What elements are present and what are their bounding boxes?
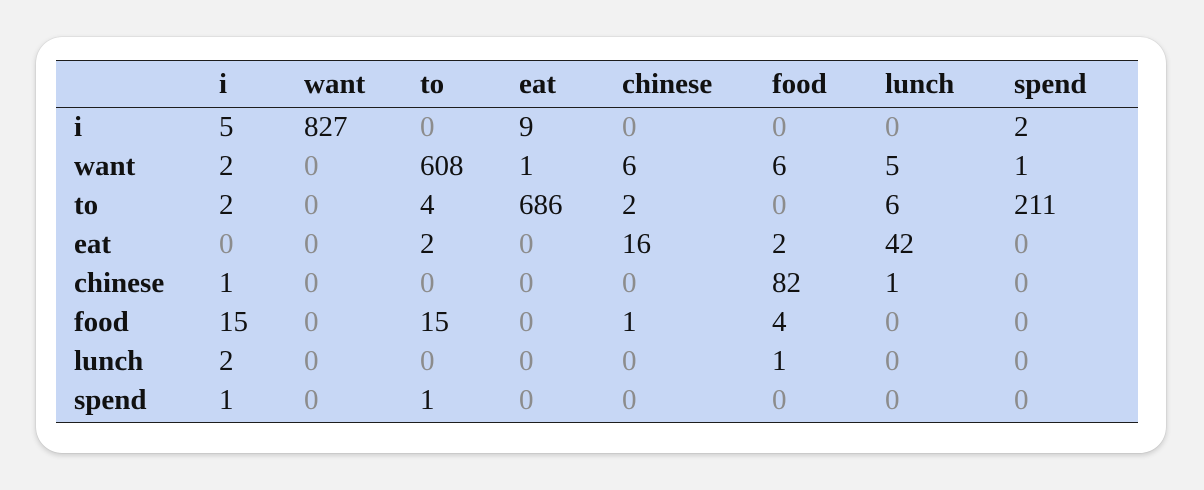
bigram-count-table: i want to eat chinese food lunch spend i… <box>56 61 1138 420</box>
count-cell: 0 <box>519 384 534 416</box>
count-cell: 2 <box>622 189 637 221</box>
count-cell: 0 <box>772 189 787 221</box>
column-header: eat <box>519 61 622 108</box>
count-cell: 9 <box>519 111 534 143</box>
count-cell: 2 <box>420 228 435 260</box>
content-card: i want to eat chinese food lunch spend i… <box>36 37 1166 453</box>
count-cell: 2 <box>219 150 234 182</box>
count-cell: 6 <box>622 150 637 182</box>
column-header: i <box>219 61 304 108</box>
count-cell: 0 <box>885 345 900 377</box>
count-cell: 608 <box>420 150 464 182</box>
row-header: spend <box>74 384 147 416</box>
count-cell: 15 <box>219 306 248 338</box>
count-cell: 827 <box>304 111 348 143</box>
row-header: eat <box>74 228 112 260</box>
count-cell: 5 <box>885 150 900 182</box>
table-row: to 2 0 4 686 2 0 6 211 <box>56 186 1138 225</box>
column-header: spend <box>1014 61 1138 108</box>
count-cell: 0 <box>219 228 234 260</box>
count-cell: 0 <box>1014 267 1029 299</box>
count-cell: 0 <box>622 384 637 416</box>
count-cell: 211 <box>1014 189 1057 221</box>
count-cell: 0 <box>304 150 319 182</box>
count-cell: 0 <box>622 111 637 143</box>
column-header: to <box>420 61 519 108</box>
count-cell: 82 <box>772 267 801 299</box>
count-cell: 2 <box>219 189 234 221</box>
row-header: food <box>74 306 129 338</box>
table-row: want 2 0 608 1 6 6 5 1 <box>56 147 1138 186</box>
count-cell: 0 <box>1014 228 1029 260</box>
bigram-count-table-container: i want to eat chinese food lunch spend i… <box>56 60 1138 423</box>
count-cell: 0 <box>519 267 534 299</box>
count-cell: 1 <box>219 384 234 416</box>
count-cell: 16 <box>622 228 651 260</box>
row-header: to <box>74 189 99 221</box>
column-header: want <box>304 61 420 108</box>
count-cell: 1 <box>420 384 435 416</box>
table-row: lunch 2 0 0 0 0 1 0 0 <box>56 342 1138 381</box>
count-cell: 0 <box>772 384 787 416</box>
count-cell: 686 <box>519 189 563 221</box>
count-cell: 0 <box>885 384 900 416</box>
row-header: chinese <box>74 267 165 299</box>
count-cell: 4 <box>420 189 435 221</box>
count-cell: 1 <box>219 267 234 299</box>
count-cell: 0 <box>1014 306 1029 338</box>
row-header: i <box>74 111 83 143</box>
count-cell: 4 <box>772 306 787 338</box>
count-cell: 2 <box>1014 111 1029 143</box>
count-cell: 2 <box>772 228 787 260</box>
count-cell: 0 <box>519 345 534 377</box>
count-cell: 2 <box>219 345 234 377</box>
count-cell: 1 <box>1014 150 1029 182</box>
count-cell: 0 <box>304 384 319 416</box>
table-header-row: i want to eat chinese food lunch spend <box>56 61 1138 108</box>
count-cell: 5 <box>219 111 234 143</box>
row-header: lunch <box>74 345 144 377</box>
count-cell: 15 <box>420 306 449 338</box>
column-header: chinese <box>622 61 772 108</box>
count-cell: 0 <box>885 306 900 338</box>
count-cell: 0 <box>304 189 319 221</box>
count-cell: 0 <box>304 345 319 377</box>
count-cell: 0 <box>1014 384 1029 416</box>
count-cell: 0 <box>420 111 435 143</box>
table-row: i 5 827 0 9 0 0 0 2 <box>56 108 1138 148</box>
table-row: eat 0 0 2 0 16 2 42 0 <box>56 225 1138 264</box>
count-cell: 1 <box>622 306 637 338</box>
count-cell: 1 <box>519 150 534 182</box>
count-cell: 6 <box>885 189 900 221</box>
column-header: food <box>772 61 885 108</box>
table-body: i 5 827 0 9 0 0 0 2 want 2 0 608 1 6 6 5 1 to 2 0 4 686 2 0 6 211 e… <box>56 108 1138 421</box>
count-cell: 0 <box>420 345 435 377</box>
count-cell: 0 <box>304 306 319 338</box>
column-header <box>56 61 219 108</box>
count-cell: 42 <box>885 228 914 260</box>
table-row: food 15 0 15 0 1 4 0 0 <box>56 303 1138 342</box>
table-row: chinese 1 0 0 0 0 82 1 0 <box>56 264 1138 303</box>
count-cell: 0 <box>420 267 435 299</box>
row-header: want <box>74 150 136 182</box>
count-cell: 0 <box>519 228 534 260</box>
count-cell: 1 <box>772 345 787 377</box>
count-cell: 0 <box>519 306 534 338</box>
table-row: spend 1 0 1 0 0 0 0 0 <box>56 381 1138 420</box>
count-cell: 6 <box>772 150 787 182</box>
count-cell: 0 <box>304 228 319 260</box>
column-header: lunch <box>885 61 1014 108</box>
count-cell: 0 <box>304 267 319 299</box>
count-cell: 0 <box>622 345 637 377</box>
count-cell: 0 <box>772 111 787 143</box>
count-cell: 1 <box>885 267 900 299</box>
count-cell: 0 <box>1014 345 1029 377</box>
count-cell: 0 <box>622 267 637 299</box>
count-cell: 0 <box>885 111 900 143</box>
